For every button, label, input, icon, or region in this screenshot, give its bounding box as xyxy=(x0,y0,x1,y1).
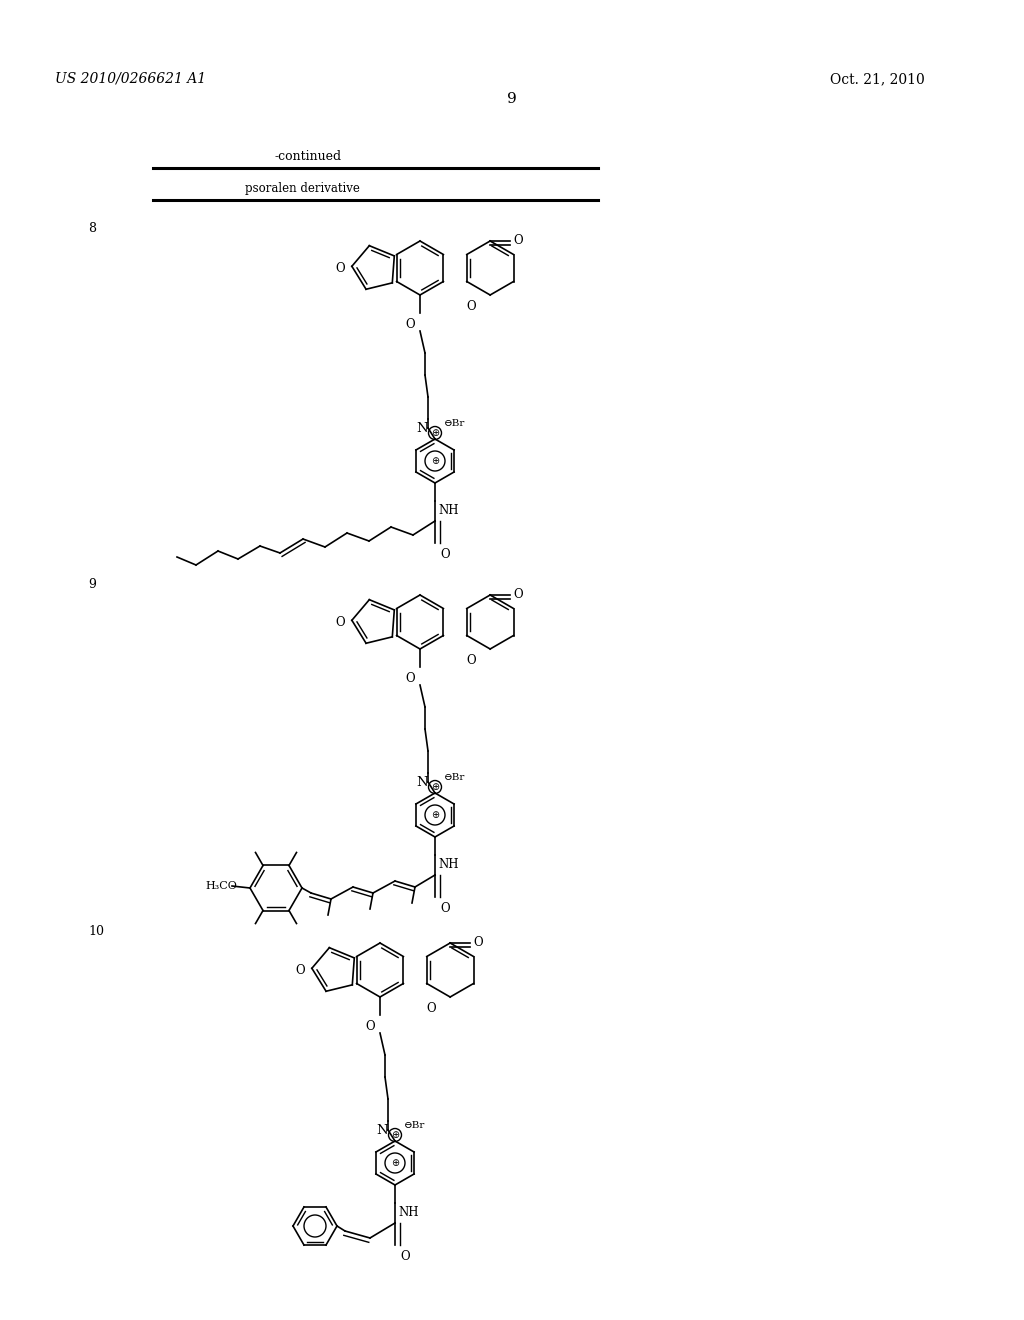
Text: ⊖Br: ⊖Br xyxy=(444,772,465,781)
Text: O: O xyxy=(440,548,450,561)
Text: 8: 8 xyxy=(88,222,96,235)
Text: -continued: -continued xyxy=(274,150,342,162)
Text: O: O xyxy=(466,300,475,313)
Text: 9: 9 xyxy=(88,578,96,591)
Text: O: O xyxy=(406,672,415,685)
Text: O: O xyxy=(426,1002,435,1015)
Text: H₃CO: H₃CO xyxy=(205,880,237,891)
Text: O: O xyxy=(473,936,482,949)
Text: ⊕: ⊕ xyxy=(431,810,439,820)
Text: O: O xyxy=(406,318,415,331)
Text: O: O xyxy=(335,616,345,628)
Text: ⊕: ⊕ xyxy=(391,1130,399,1140)
Text: ⊕: ⊕ xyxy=(431,781,439,792)
Text: 10: 10 xyxy=(88,925,104,939)
Text: O: O xyxy=(440,902,450,915)
Text: psoralen derivative: psoralen derivative xyxy=(245,182,359,195)
Text: O: O xyxy=(366,1020,375,1034)
Text: NH: NH xyxy=(438,858,459,871)
Text: ⊕: ⊕ xyxy=(431,455,439,466)
Text: ⊕: ⊕ xyxy=(391,1158,399,1168)
Text: NH: NH xyxy=(438,504,459,517)
Text: NH: NH xyxy=(398,1206,419,1218)
Text: N: N xyxy=(377,1123,388,1137)
Text: O: O xyxy=(513,234,523,247)
Text: N: N xyxy=(417,776,428,788)
Text: O: O xyxy=(295,964,305,977)
Text: Oct. 21, 2010: Oct. 21, 2010 xyxy=(830,73,925,86)
Text: ⊖Br: ⊖Br xyxy=(444,418,465,428)
Text: O: O xyxy=(335,261,345,275)
Text: 9: 9 xyxy=(507,92,517,106)
Text: N: N xyxy=(417,421,428,434)
Text: O: O xyxy=(513,587,523,601)
Text: O: O xyxy=(466,655,475,667)
Text: US 2010/0266621 A1: US 2010/0266621 A1 xyxy=(55,73,206,86)
Text: ⊕: ⊕ xyxy=(431,428,439,438)
Text: O: O xyxy=(400,1250,410,1263)
Text: ⊖Br: ⊖Br xyxy=(404,1121,425,1130)
